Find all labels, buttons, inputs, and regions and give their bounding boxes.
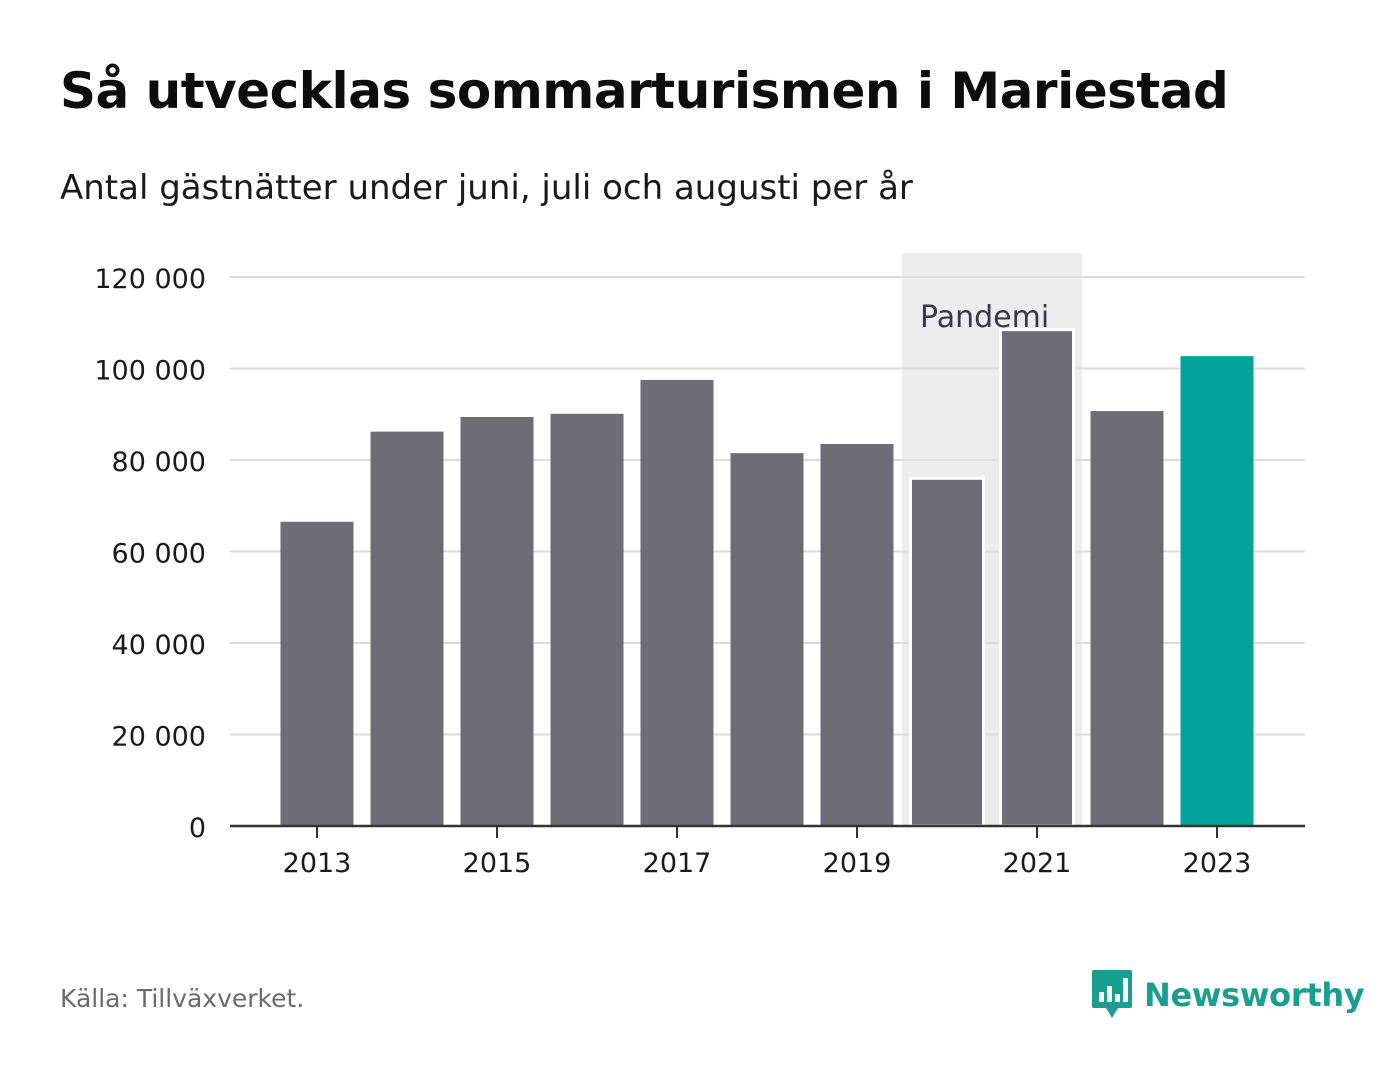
bar-2018 <box>730 453 804 826</box>
labels: 0 20 000 40 000 60 000 80 000 100 000 120 000 2… <box>94 264 1251 879</box>
axes <box>230 824 1305 838</box>
x-tick-label: 2023 <box>1183 848 1252 879</box>
y-tick-label: 0 <box>189 813 206 844</box>
x-tick-label: 2013 <box>283 848 352 879</box>
bar-2013 <box>280 521 354 826</box>
source-note: Källa: Tillväxverket. <box>60 984 305 1013</box>
brand-name: Newsworthy <box>1144 976 1365 1014</box>
y-tick-label: 40 000 <box>112 630 206 661</box>
x-tick-label: 2019 <box>823 848 892 879</box>
y-tick-label: 100 000 <box>94 356 206 387</box>
bar-2016 <box>550 413 624 826</box>
x-tick-label: 2021 <box>1003 848 1072 879</box>
newsworthy-logo-icon <box>1092 970 1132 1018</box>
chart-title: Så utvecklas sommarturismen i Mariestad <box>60 62 1229 120</box>
bars <box>280 328 1254 828</box>
bar-2019 <box>820 443 894 826</box>
x-tick-label: 2017 <box>643 848 712 879</box>
bar-2023 <box>1180 356 1254 826</box>
bar-2022 <box>1090 411 1164 826</box>
bar-2015 <box>460 416 534 826</box>
bar-2021 <box>999 328 1075 828</box>
bar-2017 <box>640 379 714 826</box>
x-tick-label: 2015 <box>463 848 532 879</box>
annotation-label: Pandemi <box>920 300 1049 335</box>
bar-2014 <box>370 431 444 826</box>
y-tick-label: 120 000 <box>94 264 206 295</box>
brand-logo[interactable]: Newsworthy <box>1090 968 1365 1022</box>
chart-subtitle: Antal gästnätter under juni, juli och au… <box>60 168 913 208</box>
y-tick-label: 80 000 <box>112 447 206 478</box>
y-tick-label: 20 000 <box>112 722 206 753</box>
y-tick-label: 60 000 <box>112 539 206 570</box>
bar-2020 <box>909 476 985 828</box>
